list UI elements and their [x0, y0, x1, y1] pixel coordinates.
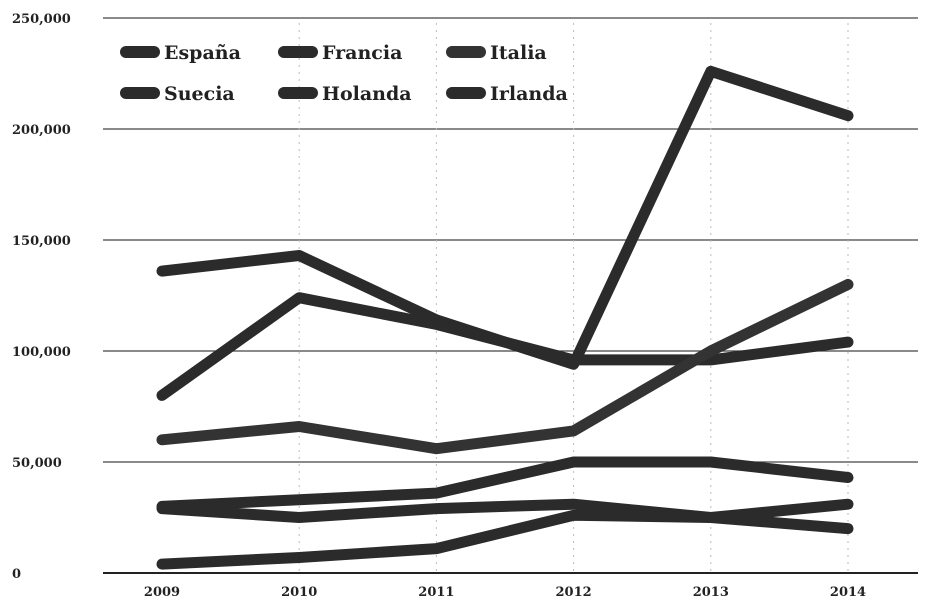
data-point: [298, 254, 301, 257]
legend-label: Italia: [490, 42, 547, 64]
data-point: [161, 507, 163, 510]
data-point: [847, 527, 849, 530]
x-tick-label: 2010: [281, 585, 317, 600]
series-line-2: [156, 278, 854, 455]
y-tick-label: 0: [12, 567, 21, 582]
y-axis: 0 50,000 100,000 150,000 200,000 250,000: [12, 12, 71, 582]
data-point: [298, 498, 301, 501]
data-point: [572, 514, 575, 517]
legend: España Francia Italia Suecia Holanda Irlanda: [120, 42, 568, 105]
data-point: [435, 447, 438, 450]
data-point: [572, 503, 575, 506]
series-line-5: [156, 498, 854, 570]
data-point: [161, 563, 163, 566]
legend-label: Holanda: [322, 83, 412, 105]
series-lines: [156, 65, 854, 570]
data-point: [847, 503, 849, 506]
data-point: [298, 425, 301, 428]
x-tick-label: 2011: [418, 585, 454, 600]
data-point: [847, 283, 849, 286]
y-tick-label: 50,000: [12, 456, 62, 471]
legend-label: España: [164, 42, 241, 64]
y-tick-label: 100,000: [12, 345, 71, 360]
legend-label: Francia: [322, 42, 402, 64]
x-tick-label: 2012: [556, 585, 592, 600]
data-point: [572, 429, 575, 432]
data-point: [709, 461, 712, 463]
data-point: [298, 296, 301, 299]
data-point: [847, 476, 849, 479]
data-point: [161, 270, 163, 273]
legend-label: Suecia: [164, 83, 235, 105]
data-point: [847, 114, 849, 117]
data-point: [847, 341, 849, 344]
data-point: [435, 492, 438, 495]
data-point: [435, 323, 438, 326]
data-point: [572, 461, 575, 463]
series-line-1: [156, 292, 854, 401]
x-axis: 2009 2010 2011 2012 2013 2014: [103, 572, 918, 600]
y-tick-label: 200,000: [12, 123, 71, 138]
y-tick-label: 250,000: [12, 12, 71, 27]
data-point: [298, 516, 301, 519]
data-point: [298, 556, 301, 559]
data-point: [435, 507, 438, 510]
data-point: [161, 394, 163, 397]
x-tick-label: 2013: [693, 585, 729, 600]
data-point: [709, 358, 712, 361]
data-point: [161, 438, 163, 441]
x-tick-label: 2009: [144, 585, 180, 600]
data-point: [435, 547, 438, 550]
x-tick-label: 2014: [830, 585, 866, 600]
series-line-3: [156, 456, 854, 512]
data-point: [572, 358, 575, 361]
legend-label: Irlanda: [490, 83, 568, 105]
data-point: [709, 70, 712, 73]
data-point: [709, 516, 712, 519]
y-tick-label: 150,000: [12, 234, 71, 249]
data-point: [709, 350, 712, 352]
